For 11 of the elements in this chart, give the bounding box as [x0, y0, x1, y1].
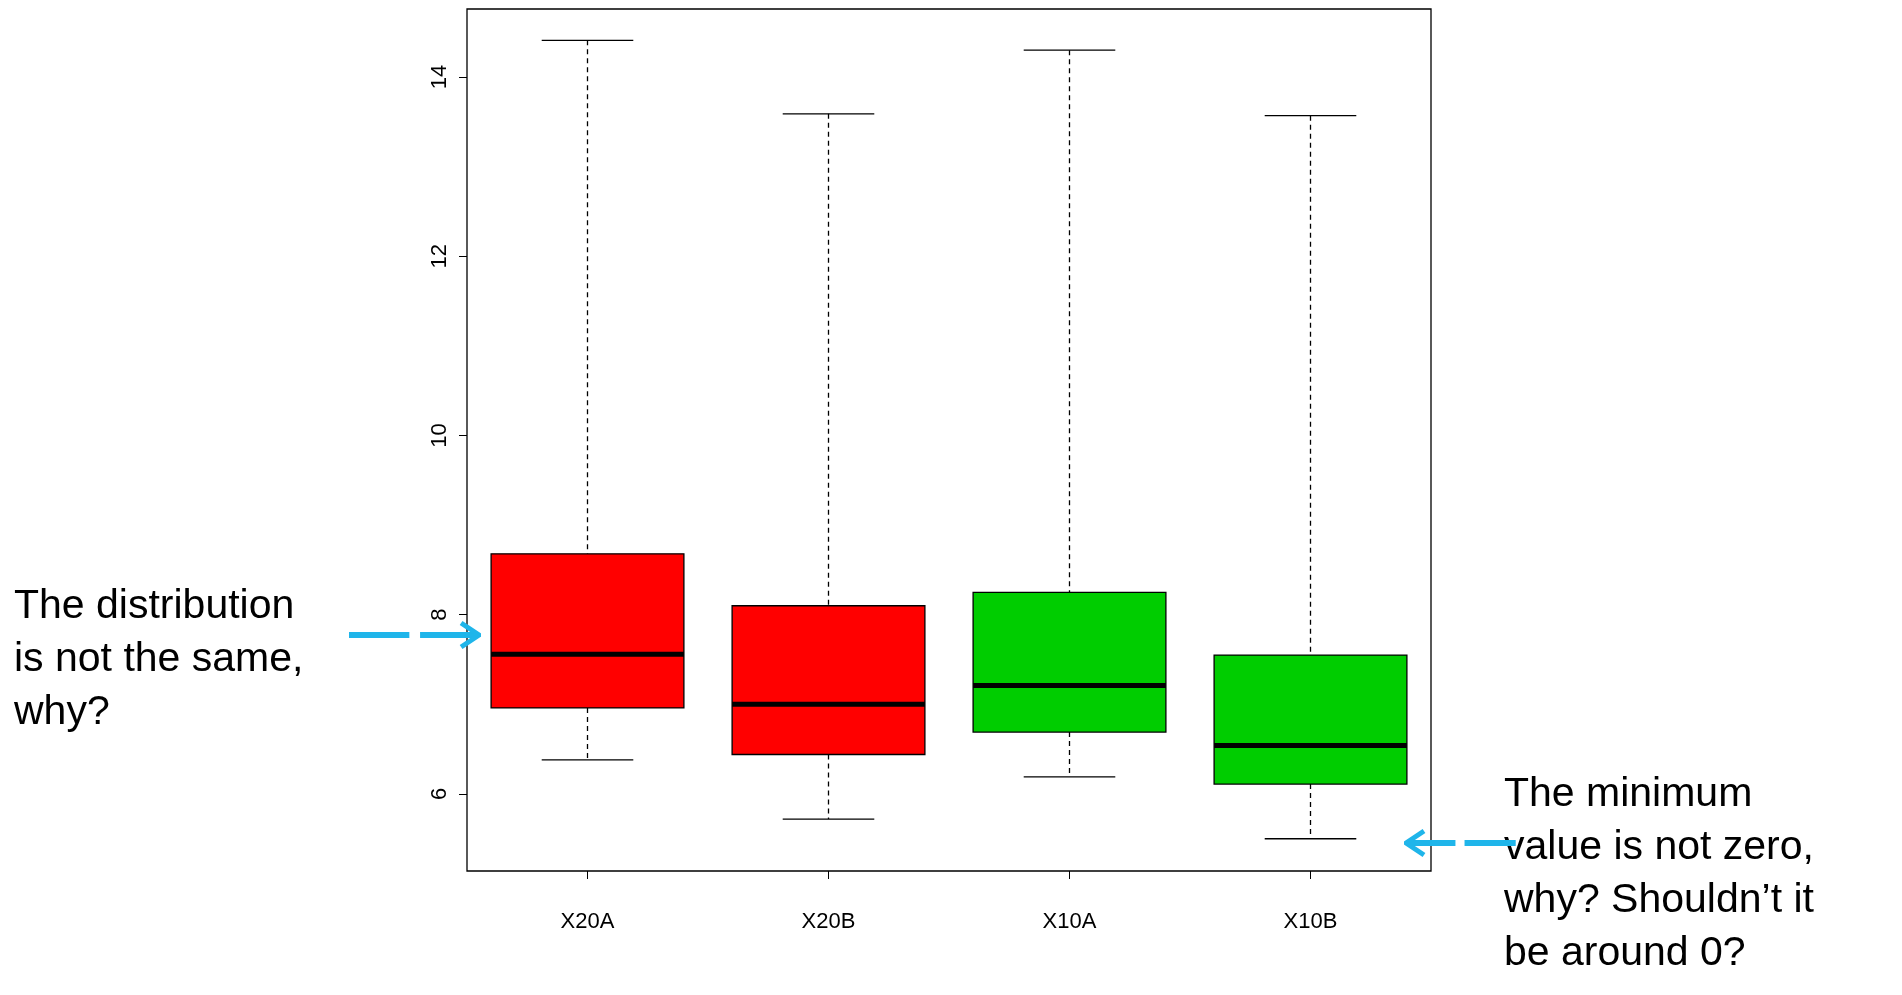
y-tick-label: 8: [425, 608, 451, 621]
text: The distribution is not the same, why?: [14, 580, 304, 735]
text: The minimum value is not zero, why? Shouldn’t it be around 0?: [1504, 768, 1814, 976]
y-tick-label: 10: [425, 423, 451, 448]
y-tick-label: 6: [425, 787, 451, 801]
y-tick-label: 14: [425, 64, 451, 90]
x-tick-label: X20B: [801, 907, 856, 933]
x-tick-label: X10B: [1283, 907, 1338, 933]
y-tick-label: 12: [425, 244, 451, 269]
x-tick-label: X10A: [1042, 907, 1097, 933]
x-tick-label: X20A: [560, 907, 615, 933]
